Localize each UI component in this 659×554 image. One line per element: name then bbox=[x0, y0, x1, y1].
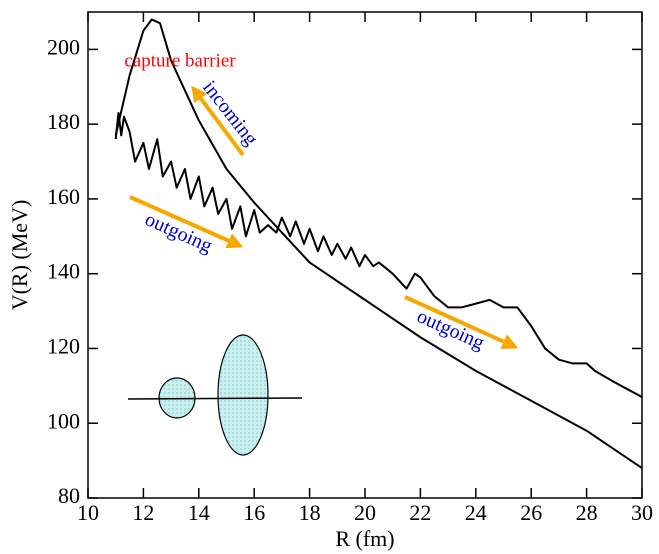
x-tick-label: 22 bbox=[409, 500, 431, 525]
x-tick-label: 12 bbox=[132, 500, 154, 525]
nuclei-sketch bbox=[127, 334, 303, 456]
y-axis-label: V(R) (MeV) bbox=[7, 200, 32, 311]
x-tick-label: 30 bbox=[631, 500, 653, 525]
y-tick-label: 100 bbox=[47, 408, 80, 433]
y-tick-label: 120 bbox=[47, 334, 80, 359]
x-tick-label: 28 bbox=[576, 500, 598, 525]
arrows bbox=[129, 85, 519, 349]
x-tick-label: 20 bbox=[354, 500, 376, 525]
x-tick-label: 14 bbox=[188, 500, 210, 525]
x-tick-label: 24 bbox=[465, 500, 487, 525]
x-tick-label: 18 bbox=[299, 500, 321, 525]
x-axis-label: R (fm) bbox=[335, 526, 394, 551]
y-tick-label: 80 bbox=[58, 483, 80, 508]
y-tick-label: 180 bbox=[47, 109, 80, 134]
annotation: outgoing bbox=[142, 208, 216, 257]
x-tick-label: 10 bbox=[77, 500, 99, 525]
annotation: capture barrier bbox=[124, 50, 236, 71]
line-series bbox=[114, 111, 643, 398]
annotation: outgoing bbox=[414, 305, 488, 354]
y-tick-label: 160 bbox=[47, 184, 80, 209]
x-tick-label: 16 bbox=[243, 500, 265, 525]
y-tick-label: 200 bbox=[47, 34, 80, 59]
line-series bbox=[114, 18, 643, 469]
y-tick-label: 140 bbox=[47, 259, 80, 284]
x-tick-label: 26 bbox=[520, 500, 542, 525]
